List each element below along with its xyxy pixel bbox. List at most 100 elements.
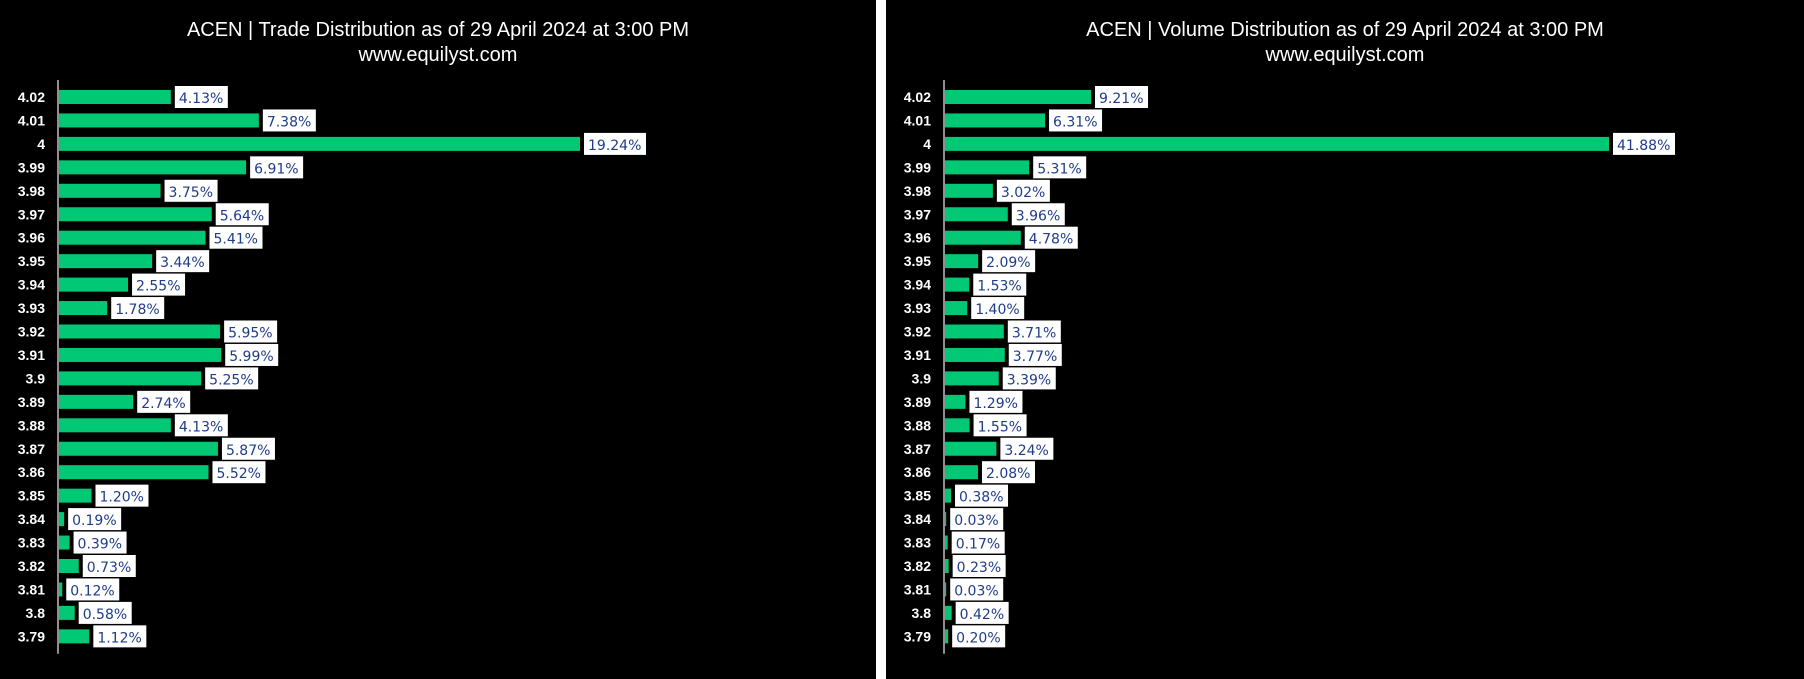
data-label: 2.55% — [136, 279, 180, 295]
data-label-box — [955, 484, 1009, 507]
tick-label: 3.93 — [904, 300, 931, 316]
volume-distribution-panel: ACEN | Volume Distribution as of 29 Apri… — [886, 0, 1804, 679]
bar — [945, 207, 1008, 222]
data-label: 3.75% — [169, 185, 213, 201]
tick-label: 3.9 — [26, 370, 46, 386]
data-label-box — [1049, 109, 1103, 132]
tick-label: 3.99 — [904, 159, 931, 175]
tick-label: 3.96 — [904, 230, 931, 246]
bar — [59, 394, 134, 409]
data-label: 3.96% — [1016, 208, 1060, 224]
data-label: 0.03% — [954, 583, 998, 599]
data-label-box — [212, 461, 266, 484]
chart-subtitle: www.equilyst.com — [358, 44, 518, 66]
data-label-box — [1024, 226, 1078, 249]
data-label: 2.74% — [141, 396, 185, 412]
data-label-box — [68, 508, 122, 531]
bar — [945, 465, 978, 480]
data-label: 41.88% — [1617, 138, 1670, 154]
tick-label: 3.99 — [18, 159, 45, 175]
data-label: 0.38% — [959, 490, 1003, 506]
data-label: 4.13% — [179, 419, 223, 435]
bar — [59, 277, 129, 292]
bar — [945, 113, 1046, 128]
tick-label: 3.93 — [18, 300, 45, 316]
tick-label: 4.02 — [904, 89, 931, 105]
data-label-box — [973, 273, 1027, 296]
data-label: 3.44% — [160, 255, 204, 271]
data-label: 1.12% — [97, 630, 141, 646]
data-label: 3.24% — [1004, 443, 1048, 459]
bar — [945, 535, 948, 550]
data-label-box — [969, 390, 1023, 413]
bar — [59, 230, 206, 245]
bar — [945, 394, 966, 409]
bar — [945, 605, 952, 620]
tick-label: 3.88 — [904, 417, 931, 433]
data-label: 1.20% — [99, 490, 143, 506]
tick-label: 3.96 — [18, 230, 45, 246]
bar — [945, 371, 999, 386]
tick-label: 3.81 — [904, 581, 931, 597]
data-label: 5.95% — [228, 326, 272, 342]
data-label-box — [221, 437, 275, 460]
data-label-box — [78, 601, 132, 624]
tick-label: 4 — [37, 136, 45, 152]
tick-label: 4.02 — [18, 89, 45, 105]
bar — [945, 441, 997, 456]
bar — [945, 301, 968, 316]
data-label: 0.19% — [72, 513, 116, 529]
data-label: 5.31% — [1037, 161, 1081, 177]
chart-subtitle: www.equilyst.com — [1265, 44, 1425, 66]
tick-label: 3.81 — [18, 581, 45, 597]
data-label-box — [174, 86, 228, 108]
tick-label: 3.94 — [18, 277, 45, 293]
data-label-box — [215, 203, 269, 226]
bar — [945, 418, 970, 433]
tick-label: 3.97 — [18, 206, 45, 222]
bar — [945, 512, 947, 527]
data-label: 5.99% — [229, 349, 273, 365]
data-label: 7.38% — [267, 114, 311, 130]
tick-label: 3.87 — [904, 441, 931, 457]
data-label: 9.21% — [1099, 91, 1143, 107]
volume-distribution-chart: 4.02 9.21% 4.01 6.31% 4 41.88% 3.99 5.31% 3.98 3.… — [904, 80, 1675, 654]
bar — [945, 559, 949, 573]
data-label-box — [1011, 203, 1065, 226]
tick-label: 3.98 — [904, 183, 931, 199]
data-label: 5.64% — [220, 208, 264, 224]
data-label-box — [156, 250, 210, 273]
tick-label: 3.91 — [18, 347, 45, 363]
data-label: 3.77% — [1013, 349, 1057, 365]
bar — [59, 441, 218, 456]
bar — [945, 160, 1030, 175]
data-label: 5.87% — [226, 443, 270, 459]
trade-distribution-chart: 4.02 4.13% 4.01 7.38% 4 19.24% 3.99 6.91% 3.98 3.… — [18, 80, 646, 654]
data-label-box — [584, 132, 646, 155]
tick-label: 3.83 — [18, 535, 45, 551]
bar — [945, 136, 1609, 151]
tick-label: 3.92 — [18, 324, 45, 340]
data-label-box — [225, 343, 279, 366]
tick-label: 4.01 — [18, 112, 45, 128]
data-label: 0.12% — [70, 583, 114, 599]
bar — [59, 629, 90, 644]
tick-label: 3.82 — [904, 558, 931, 574]
data-label-box — [1007, 320, 1061, 343]
bar — [59, 90, 171, 104]
bar — [945, 230, 1021, 245]
bar — [59, 559, 79, 573]
tick-label: 3.84 — [904, 511, 931, 527]
data-label: 6.31% — [1053, 114, 1097, 130]
bar — [59, 254, 153, 269]
data-label-box — [952, 625, 1006, 648]
data-label-box — [66, 578, 120, 601]
tick-label: 3.95 — [904, 253, 931, 269]
data-label-box — [132, 273, 186, 296]
data-label-box — [1033, 156, 1087, 179]
data-label: 1.53% — [977, 279, 1021, 295]
tick-label: 3.9 — [912, 370, 932, 386]
tick-label: 3.84 — [18, 511, 45, 527]
trade-distribution-panel: ACEN | Trade Distribution as of 29 April… — [0, 0, 876, 679]
tick-label: 3.85 — [904, 488, 931, 504]
